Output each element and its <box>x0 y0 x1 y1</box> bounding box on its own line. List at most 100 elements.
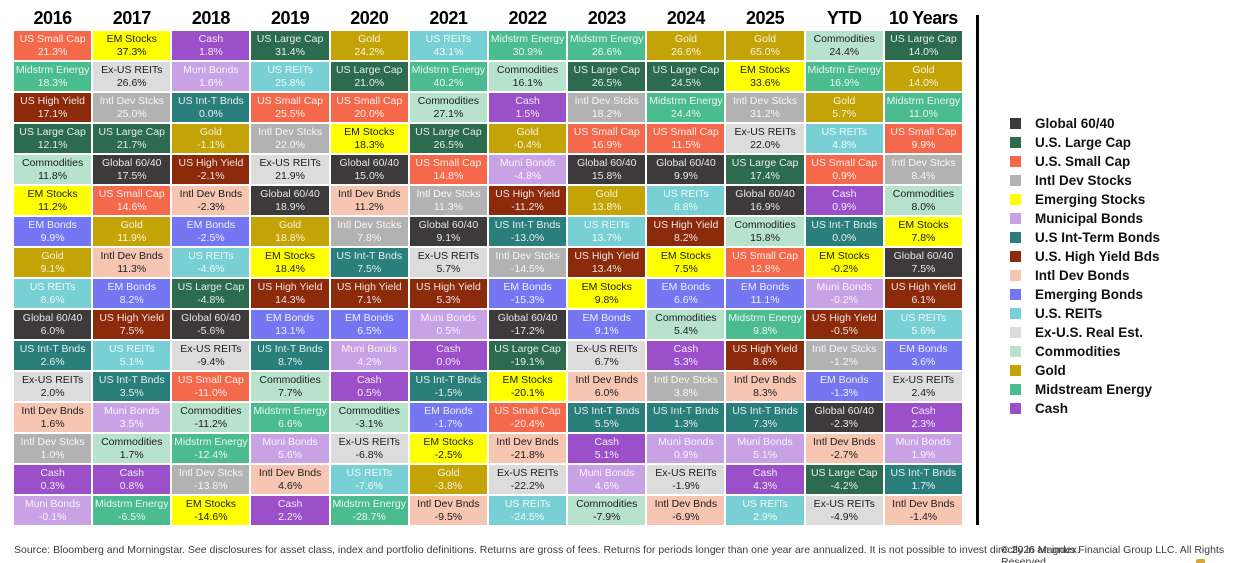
asset-name: EM Bonds <box>345 311 394 324</box>
return-cell: Ex-US REITs -1.9% <box>647 465 725 494</box>
legend-swatch-icon <box>1010 345 1021 357</box>
asset-name: US Int-T Bnds <box>415 373 482 386</box>
return-cell: US Int-T Bnds 7.3% <box>726 403 804 432</box>
return-value: -1.4% <box>909 510 938 523</box>
legend-label: U.S Int-Term Bonds <box>1035 229 1161 245</box>
asset-name: Intl Dev Bnds <box>417 497 480 510</box>
return-cell: Gold 18.8% <box>251 217 329 246</box>
return-value: -13.0% <box>510 231 545 244</box>
legend-label: Gold <box>1035 362 1066 378</box>
return-cell: Global 60/40 16.9% <box>726 186 804 215</box>
return-cell: Gold 26.6% <box>647 31 725 60</box>
return-value: 11.2% <box>38 200 68 213</box>
return-value: 6.6% <box>673 293 698 306</box>
return-value: 8.0% <box>911 200 936 213</box>
legend-label: U.S. Small Cap <box>1035 153 1131 169</box>
legend-swatch-icon <box>1010 117 1021 129</box>
asset-name: Commodities <box>892 187 955 200</box>
asset-name: EM Stocks <box>344 125 395 138</box>
year-column: 2018 Cash 1.8% Muni Bonds 1.6% US Int-T Bnds 0… <box>172 8 250 525</box>
asset-name: Intl Dev Bnds <box>892 497 955 510</box>
return-value: 8.2% <box>673 231 698 244</box>
return-cell: Intl Dev Bnds -1.4% <box>884 496 962 525</box>
return-value: 18.9% <box>275 200 305 213</box>
return-value: 5.7% <box>436 262 461 275</box>
return-value: 5.6% <box>911 324 936 337</box>
asset-name: Cash <box>198 32 224 45</box>
return-value: 4.6% <box>278 479 303 492</box>
return-cell: US Large Cap 12.1% <box>14 124 92 153</box>
return-cell: Commodities 11.8% <box>14 155 92 184</box>
return-cell: Muni Bonds 1.9% <box>884 434 962 463</box>
asset-name: Commodities <box>180 404 242 417</box>
return-cell: Gold 24.2% <box>330 31 408 60</box>
legend-swatch-icon <box>1010 136 1021 148</box>
return-value: 0.0% <box>198 107 223 120</box>
asset-name: Midstrm Energy <box>15 63 90 76</box>
legend-item: Municipal Bonds <box>1010 211 1160 226</box>
asset-name: EM Bonds <box>107 280 156 293</box>
column-header: 2021 <box>429 8 468 28</box>
return-cell: Midstrm Energy 11.0% <box>884 93 962 122</box>
asset-name: Gold <box>833 94 856 107</box>
return-value: 9.8% <box>594 293 619 306</box>
asset-name: EM Stocks <box>185 497 236 510</box>
asset-name: Commodities <box>813 32 875 45</box>
return-cell: Commodities 24.4% <box>805 31 883 60</box>
return-cell: Ex-US REITs 21.9% <box>251 155 329 184</box>
legend-label: Midstream Energy <box>1035 381 1153 397</box>
return-cell: Commodities 16.1% <box>488 62 567 91</box>
asset-name: US High Yield <box>178 156 244 169</box>
asset-name: Midstrm Energy <box>411 63 486 76</box>
return-value: -15.3% <box>510 293 545 306</box>
legend-item: Intl Dev Stocks <box>1010 172 1160 188</box>
return-cell: Ex-US REITs -4.9% <box>805 496 883 525</box>
asset-name: Commodities <box>338 404 400 417</box>
asset-name: Midstrm Energy <box>332 497 406 510</box>
return-cell: Cash 4.3% <box>726 465 804 494</box>
asset-name: US Small Cap <box>415 156 482 169</box>
return-value: 5.7% <box>832 107 857 120</box>
return-value: 15.0% <box>354 169 385 182</box>
return-value: 65.0% <box>750 45 780 58</box>
return-value: 14.3% <box>275 293 305 306</box>
return-value: 1.3% <box>673 417 698 430</box>
return-value: 25.8% <box>275 76 305 89</box>
asset-name: US Int-T Bnds <box>653 404 719 417</box>
returns-table: 2016 US Small Cap 21.3% Midstrm Energy 18.3%… <box>14 8 962 525</box>
return-value: 1.6% <box>40 417 65 430</box>
return-cell: US High Yield 13.4% <box>568 248 646 277</box>
asset-name: Commodities <box>734 218 796 231</box>
return-value: 11.5% <box>671 138 701 151</box>
return-cell: EM Bonds 8.2% <box>93 279 171 308</box>
vertical-divider <box>976 15 979 525</box>
asset-name: US Small Cap <box>98 187 165 200</box>
return-value: -1.2% <box>830 355 858 368</box>
asset-name: US Int-T Bnds <box>573 404 640 417</box>
return-value: 5.1% <box>119 355 144 368</box>
return-value: 18.3% <box>37 76 68 89</box>
return-cell: EM Bonds 13.1% <box>251 310 329 339</box>
return-value: 7.5% <box>357 262 382 275</box>
return-value: 27.1% <box>433 107 464 120</box>
return-cell: Muni Bonds 5.6% <box>251 434 329 463</box>
asset-name: Gold <box>674 32 697 45</box>
return-value: -2.5% <box>197 231 225 244</box>
asset-name: US REITs <box>267 63 313 76</box>
return-value: 2.4% <box>911 386 936 399</box>
return-value: 11.0% <box>908 107 938 120</box>
asset-name: Global 60/40 <box>814 404 875 417</box>
return-cell: US Small Cap 9.9% <box>884 124 962 153</box>
return-value: -4.2% <box>830 479 858 492</box>
asset-name: US High Yield <box>336 280 402 293</box>
column-header: 2022 <box>508 8 548 28</box>
return-value: 1.6% <box>198 76 223 89</box>
legend-label: Intl Dev Stocks <box>1035 172 1132 188</box>
asset-name: EM Bonds <box>820 373 869 386</box>
asset-name: Gold <box>120 218 143 231</box>
asset-name: Intl Dev Stcks <box>653 373 718 386</box>
return-cell: US Int-T Bnds -1.5% <box>409 372 487 401</box>
return-cell: US Int-T Bnds 1.7% <box>884 465 962 494</box>
return-cell: Muni Bonds -0.1% <box>14 496 92 525</box>
return-value: -14.5% <box>510 262 545 275</box>
